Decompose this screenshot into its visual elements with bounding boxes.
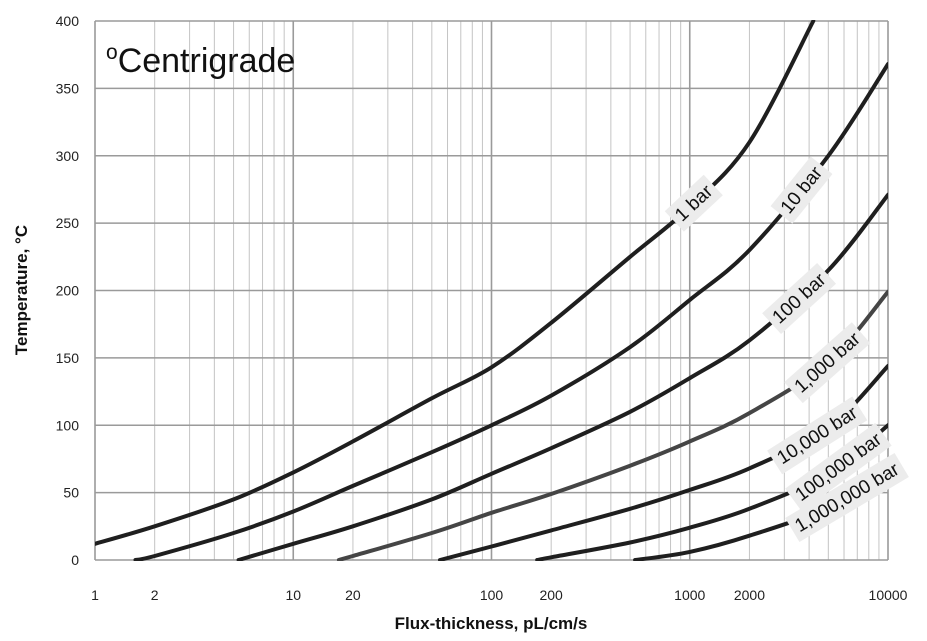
x-tick-label: 1: [91, 587, 99, 603]
curve-label-background: [762, 263, 837, 334]
x-tick-label: 2000: [734, 587, 765, 603]
y-tick-label: 250: [56, 215, 80, 231]
annotation-text: Centrigrade: [118, 42, 296, 80]
x-tick-label: 10: [285, 587, 301, 603]
y-tick-label: 200: [56, 283, 80, 299]
curve-label-background: [784, 322, 871, 404]
y-axis-title: Temperature, °C: [12, 225, 31, 355]
y-tick-label: 0: [71, 552, 79, 568]
curve-label-background: [770, 156, 833, 224]
x-tick-label: 200: [539, 587, 563, 603]
y-tick-label: 300: [56, 148, 80, 164]
y-tick-label: 100: [56, 417, 80, 433]
x-tick-label: 20: [345, 587, 361, 603]
y-tick-label: 400: [56, 13, 80, 29]
degree-symbol: o: [106, 41, 118, 64]
centigrade-annotation: oCentrigrade: [106, 41, 295, 80]
y-tick-label: 150: [56, 350, 80, 366]
y-tick-label: 350: [56, 80, 80, 96]
y-tick-labels: 0 50 100 150 200 250 300 350 400: [56, 13, 80, 568]
grid: [94, 20, 889, 561]
x-tick-label: 2: [151, 587, 159, 603]
x-tick-label: 1000: [674, 587, 705, 603]
curve-label-background: [767, 396, 868, 475]
curve-label-background: [664, 174, 723, 232]
x-tick-label: 10000: [869, 587, 908, 603]
series-line: [133, 62, 888, 561]
y-tick-label: 50: [63, 485, 79, 501]
x-tick-labels: 1 2 10 20 100 200 1000 2000 10000: [91, 587, 908, 603]
curve-label-background: [785, 422, 892, 512]
x-tick-label: 100: [480, 587, 504, 603]
x-axis-title: Flux-thickness, pL/cm/s: [395, 614, 588, 633]
curve-label-background: [785, 452, 909, 543]
